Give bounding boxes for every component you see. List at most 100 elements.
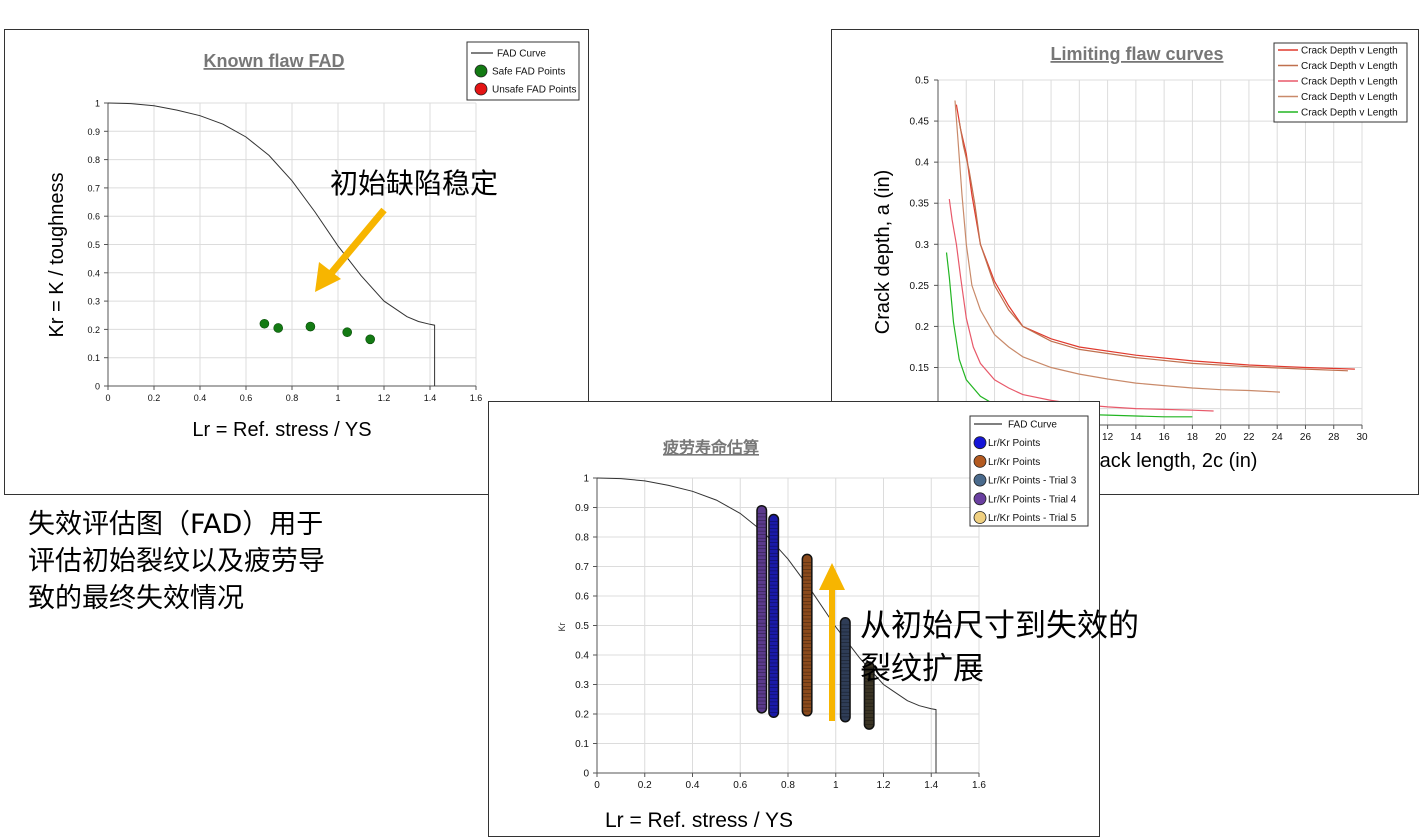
legend-marker-swatch [973, 455, 987, 468]
limiting-flaw-chart: 0.10.150.20.250.30.350.40.450.5121416182… [872, 42, 1408, 472]
limiting-flaw-panel: 0.10.150.20.250.30.350.40.450.5121416182… [831, 29, 1419, 495]
y-tick-label: 1 [95, 99, 100, 109]
safe-fad-point [342, 327, 353, 338]
caption-line-1: 失效评估图（FAD）用于 [28, 509, 324, 540]
legend-box [969, 415, 1089, 527]
fatigue-life-panel: 0 0.2 0.4 0.6 0.8 1 1.2 1.4 1.6 0 0.1 0.2 0.3 0.4 0.5 0… [488, 401, 1100, 837]
crack-depth-series-1 [955, 104, 1355, 370]
x-tick-label: 0.4 [194, 393, 207, 403]
y-tick-label: 0.5 [575, 621, 589, 632]
fad-caption: 失效评估图（FAD）用于 评估初始裂纹以及疲劳导 致的最终失效情况 [28, 506, 408, 617]
x-tick-label: 0.8 [286, 393, 299, 403]
y-tick-label: 0 [95, 382, 100, 392]
x-tick-label: 18 [1187, 432, 1199, 443]
legend-label: Unsafe FAD Points [492, 85, 576, 96]
chart-title: Limiting flaw curves [1050, 44, 1223, 64]
legend: FAD Curve Safe FAD Points Unsafe FAD Point… [466, 41, 580, 101]
x-tick-label: 1 [833, 780, 839, 791]
y-tick-label: 0.1 [575, 739, 589, 750]
y-tick-label: 0.25 [910, 281, 930, 292]
known-flaw-fad-chart: 0 0.2 0.4 0.6 0.8 1 1.2 1.4 1.6 0 0.1 0.2 0.3 0.4 0.5 0… [46, 41, 580, 441]
y-tick-label: 0.15 [910, 363, 930, 374]
safe-fad-point [259, 318, 270, 329]
legend-label: FAD Curve [1008, 420, 1057, 431]
x-tick-label: 1 [335, 393, 340, 403]
x-tick-label: 1.4 [424, 393, 437, 403]
x-axis-label: Lr = Ref. stress / YS [192, 419, 371, 441]
y-tick-label: 0.4 [915, 158, 929, 169]
inner-y-axis-label: Kr [557, 622, 567, 631]
x-tick-label: 0.6 [240, 393, 253, 403]
legend-label: Crack Depth v Length [1301, 92, 1398, 103]
y-tick-label: 0.35 [910, 199, 930, 210]
safe-fad-point [365, 334, 376, 345]
known-flaw-fad-panel: 0 0.2 0.4 0.6 0.8 1 1.2 1.4 1.6 0 0.1 0.2 0.3 0.4 0.5 0… [4, 29, 589, 495]
legend: FAD Curve Lr/Kr Points Lr/Kr Points Lr/Kr P… [969, 415, 1089, 527]
legend-marker-swatch [973, 511, 987, 524]
y-tick-label: 0.9 [575, 503, 589, 514]
legend-label: Crack Depth v Length [1301, 46, 1398, 57]
x-tick-label: 22 [1243, 432, 1255, 443]
safe-fad-point [273, 323, 284, 333]
y-tick-label: 0.3 [87, 297, 100, 307]
crack-depth-series-3 [948, 199, 1214, 412]
x-tick-label: 0 [594, 780, 600, 791]
y-tick-label: 0 [583, 769, 589, 780]
caption-line-3: 致的最终失效情况 [28, 583, 244, 614]
legend-marker-swatch [973, 436, 987, 450]
axes: 0 0.2 0.4 0.6 0.8 1 1.2 1.4 1.6 0 0.1 0.2 0.3 0.4 0.5 0… [87, 99, 482, 404]
fad-curve-line [596, 477, 937, 773]
legend-marker-swatch [973, 473, 987, 487]
legend-label: Lr/Kr Points - Trial 4 [988, 494, 1077, 505]
fad-curve-line [107, 102, 436, 386]
x-axis-label: Crack length, 2c (in) [1079, 450, 1258, 472]
y-tick-label: 0.1 [87, 353, 100, 363]
x-tick-label: 1.6 [470, 393, 483, 403]
y-tick-label: 0.4 [575, 651, 589, 662]
legend-label: Lr/Kr Points [988, 438, 1040, 449]
y-tick-label: 0.4 [87, 268, 100, 278]
x-tick-label: 1.6 [972, 780, 986, 791]
x-tick-label: 24 [1272, 432, 1284, 443]
x-tick-label: 0.4 [686, 780, 700, 791]
y-tick-label: 0.9 [87, 127, 100, 137]
legend-label: Crack Depth v Length [1301, 108, 1398, 119]
x-tick-label: 14 [1130, 432, 1142, 443]
axes: 0 0.2 0.4 0.6 0.8 1 1.2 1.4 1.6 0 0.1 0.2 0.3 0.4 0.5 0… [575, 474, 986, 792]
y-tick-label: 0.8 [575, 533, 589, 544]
legend-label: Lr/Kr Points - Trial 3 [988, 476, 1077, 487]
x-tick-label: 12 [1102, 432, 1114, 443]
x-axis-label: Lr = Ref. stress / YS [605, 809, 793, 832]
y-tick-label: 0.5 [915, 76, 929, 87]
legend: Crack Depth v Length Crack Depth v Length… [1273, 42, 1408, 123]
x-tick-label: 0 [105, 393, 110, 403]
legend-label: Lr/Kr Points [988, 457, 1040, 468]
x-tick-label: 28 [1328, 432, 1340, 443]
fatigue-life-chart: 0 0.2 0.4 0.6 0.8 1 1.2 1.4 1.6 0 0.1 0.2 0.3 0.4 0.5 0… [557, 415, 1089, 832]
y-tick-label: 0.3 [915, 240, 929, 251]
y-tick-label: 0.2 [575, 710, 589, 721]
y-tick-label: 0.5 [87, 240, 100, 250]
crack-depth-series-2 [958, 120, 1348, 372]
x-tick-label: 30 [1356, 432, 1368, 443]
axes: 0.10.150.20.250.30.350.40.450.5121416182… [910, 76, 1368, 444]
x-tick-label: 1.4 [924, 780, 938, 791]
y-axis-label: Crack depth, a (in) [872, 170, 894, 335]
y-tick-label: 0.7 [87, 183, 100, 193]
legend-marker-swatch [474, 82, 488, 96]
y-tick-label: 0.8 [87, 155, 100, 165]
legend-box [1273, 42, 1408, 123]
chart-title: 疲劳寿命估算 [663, 438, 759, 457]
x-tick-label: 0.6 [733, 780, 747, 791]
x-tick-label: 1.2 [877, 780, 891, 791]
legend-label: Lr/Kr Points - Trial 5 [988, 513, 1077, 524]
chart-title: Known flaw FAD [204, 51, 345, 71]
x-tick-label: 20 [1215, 432, 1227, 443]
x-tick-label: 0.2 [148, 393, 161, 403]
x-tick-label: 1.2 [378, 393, 391, 403]
legend-marker-swatch [973, 492, 987, 506]
y-tick-label: 0.6 [575, 592, 589, 603]
y-tick-label: 0.6 [87, 212, 100, 222]
crack-depth-series-4 [954, 100, 1281, 393]
y-tick-label: 0.45 [910, 117, 930, 128]
